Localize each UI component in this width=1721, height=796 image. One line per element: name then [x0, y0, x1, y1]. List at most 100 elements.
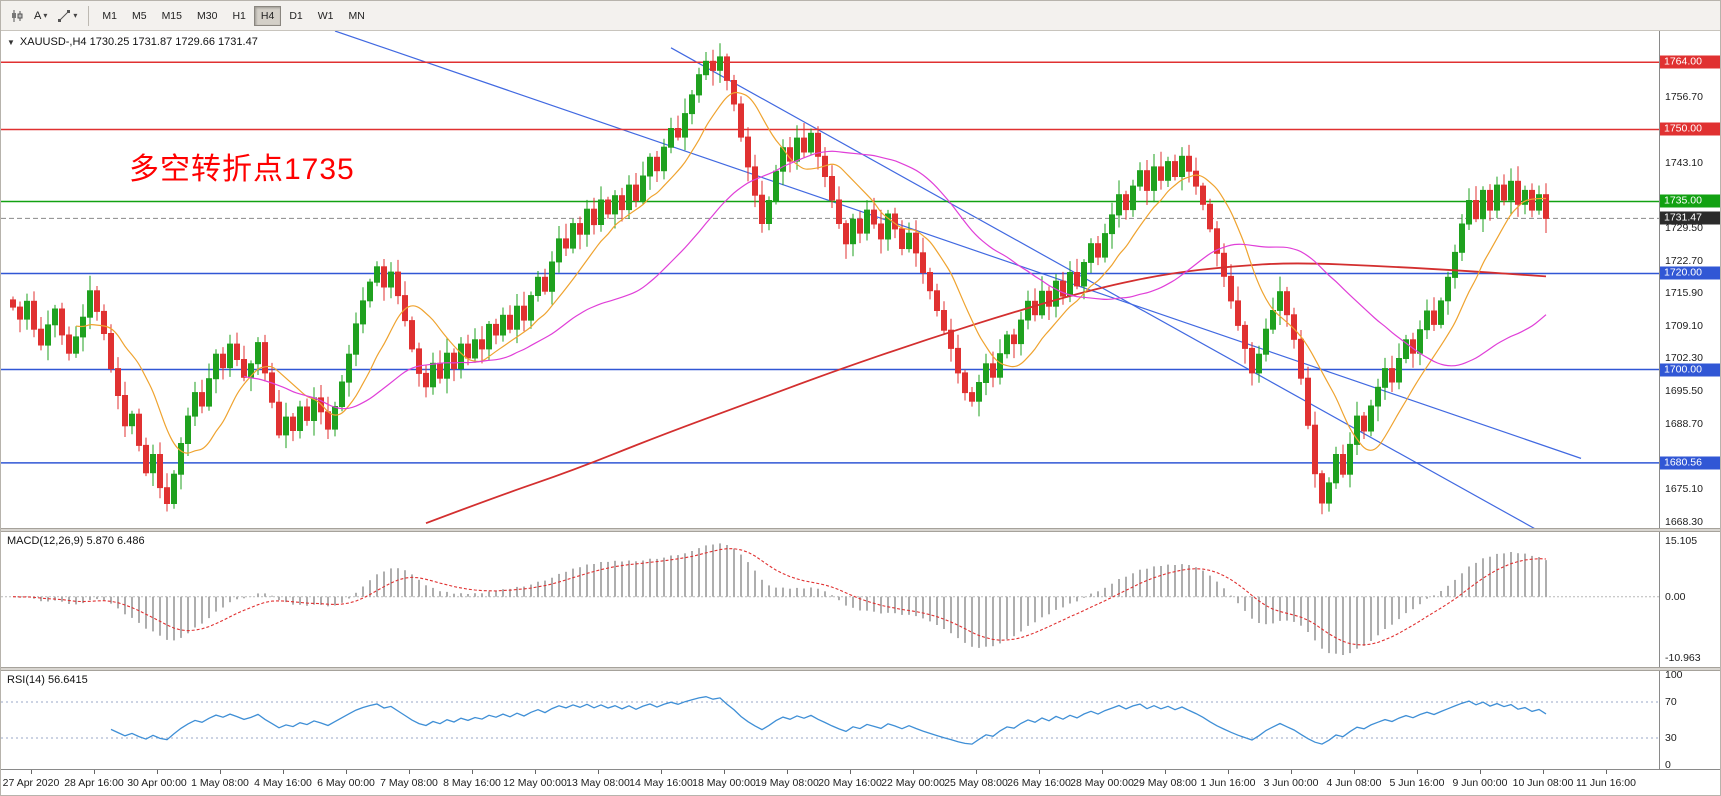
rsi-scale-label: 0 [1665, 759, 1671, 769]
price-tick-label: 1743.10 [1665, 156, 1703, 169]
timeframe-button-h4[interactable]: H4 [253, 5, 282, 26]
time-tick [535, 770, 536, 774]
time-tick [1354, 770, 1355, 774]
price-level-badge: 1764.00 [1660, 55, 1720, 69]
time-tick [1417, 770, 1418, 774]
price-level-badge: 1700.00 [1660, 363, 1720, 377]
macd-scale-zero: 0.00 [1665, 590, 1686, 603]
timeframe-button-m1[interactable]: M1 [95, 6, 124, 26]
time-tick [220, 770, 221, 774]
panel-splitter[interactable] [1, 667, 1720, 671]
time-tick [472, 770, 473, 774]
chevron-down-icon: ▾ [43, 10, 48, 20]
time-axis[interactable]: 27 Apr 2020 28 Apr 16:00 30 Apr 00:00 1 May… [1, 769, 1720, 795]
timeframe-group: M1 M5 M15 M30 H1 H4 D1 W1 MN [95, 5, 372, 26]
rsi-label: RSI(14) 56.6415 [7, 674, 88, 686]
time-axis-label: 25 May 08:00 [944, 777, 1008, 789]
time-axis-label: 18 May 00:00 [692, 777, 756, 789]
time-tick [1606, 770, 1607, 774]
ohlc-readout: ▼ XAUUSD-,H4 1730.25 1731.87 1729.66 173… [7, 36, 258, 48]
time-axis-label: 29 May 08:00 [1133, 777, 1197, 789]
collapse-arrow-icon[interactable]: ▼ [7, 37, 15, 47]
time-tick [283, 770, 284, 774]
time-tick [1102, 770, 1103, 774]
trendline-icon [57, 9, 71, 23]
time-axis-label: 27 Apr 2020 [2, 777, 60, 789]
timeframe-button-d1[interactable]: D1 [282, 6, 309, 26]
symbol-ohlc-text: XAUUSD-,H4 1730.25 1731.87 1729.66 1731.… [19, 36, 258, 48]
time-axis-label: 22 May 00:00 [881, 777, 945, 789]
text-tool-button[interactable]: A ▾ [29, 5, 52, 27]
time-axis-label: 30 Apr 00:00 [127, 777, 187, 789]
time-tick [409, 770, 410, 774]
time-axis-label: 5 Jun 16:00 [1389, 777, 1445, 789]
price-level-badge: 1720.00 [1660, 266, 1720, 280]
rsi-scale[interactable]: 100 70 30 0 [1659, 671, 1720, 769]
price-level-badge: 1750.00 [1660, 122, 1720, 136]
rsi-scale-label: 100 [1665, 671, 1683, 681]
chart-annotation: 多空转折点1735 [129, 153, 355, 186]
timeframe-button-h1[interactable]: H1 [225, 6, 252, 26]
price-scale[interactable]: 1756.70 1743.10 1729.50 1722.70 1715.90 1709.… [1659, 31, 1720, 528]
price-level-badge: 1680.56 [1660, 456, 1720, 470]
rsi-scale-label: 70 [1665, 696, 1677, 708]
timeframe-button-w1[interactable]: W1 [311, 6, 341, 26]
time-tick [787, 770, 788, 774]
time-axis-label: 11 Jun 16:00 [1576, 777, 1636, 789]
time-tick [31, 770, 32, 774]
time-axis-label: 26 May 16:00 [1007, 777, 1071, 789]
time-axis-label: 6 May 00:00 [317, 777, 375, 789]
price-tick-label: 1709.10 [1665, 319, 1703, 332]
time-tick [598, 770, 599, 774]
time-axis-label: 4 Jun 08:00 [1326, 777, 1382, 789]
timeframe-button-m15[interactable]: M15 [155, 6, 189, 26]
time-tick [1228, 770, 1229, 774]
time-axis-label: 9 Jun 00:00 [1452, 777, 1508, 789]
timeframe-button-mn[interactable]: MN [342, 6, 372, 26]
macd-canvas[interactable] [1, 532, 1659, 667]
time-axis-label: 12 May 00:00 [503, 777, 567, 789]
timeframe-button-m30[interactable]: M30 [190, 6, 224, 26]
line-studies-button[interactable]: ▾ [52, 5, 82, 27]
time-tick [976, 770, 977, 774]
time-axis-label: 8 May 16:00 [443, 777, 501, 789]
time-tick [346, 770, 347, 774]
current-price-badge: 1731.47 [1660, 211, 1720, 225]
chart-tool-button[interactable] [5, 5, 29, 27]
time-tick [1543, 770, 1544, 774]
time-tick [94, 770, 95, 774]
time-axis-label: 14 May 16:00 [629, 777, 693, 789]
price-tick-label: 1688.70 [1665, 417, 1703, 430]
main-chart-canvas[interactable] [1, 31, 1659, 528]
price-level-badge: 1735.00 [1660, 194, 1720, 208]
price-tick-label: 1675.10 [1665, 483, 1703, 496]
time-axis-label: 13 May 08:00 [566, 777, 630, 789]
time-tick [1480, 770, 1481, 774]
time-tick [850, 770, 851, 774]
time-tick [1039, 770, 1040, 774]
macd-scale[interactable]: 15.105 0.00 -10.963 [1659, 532, 1720, 667]
time-tick [913, 770, 914, 774]
price-tick-label: 1722.70 [1665, 254, 1703, 267]
macd-scale-min: -10.963 [1665, 652, 1701, 664]
time-tick [157, 770, 158, 774]
price-tick-label: 1702.30 [1665, 352, 1703, 365]
time-axis-label: 4 May 16:00 [254, 777, 312, 789]
time-axis-label: 28 Apr 16:00 [64, 777, 124, 789]
price-tick-label: 1668.30 [1665, 515, 1703, 528]
rsi-canvas[interactable] [1, 671, 1659, 769]
chevron-down-icon: ▾ [73, 10, 78, 20]
time-axis-label: 28 May 00:00 [1070, 777, 1134, 789]
price-tick-label: 1695.50 [1665, 385, 1703, 398]
time-tick [1165, 770, 1166, 774]
time-axis-label: 1 Jun 16:00 [1200, 777, 1256, 789]
macd-scale-max: 15.105 [1665, 535, 1698, 547]
timeframe-button-m5[interactable]: M5 [125, 6, 154, 26]
toolbar-separator [88, 5, 90, 26]
candlestick-chart-icon [10, 9, 24, 23]
price-tick-label: 1715.90 [1665, 287, 1703, 300]
toolbar: A ▾ ▾ M1 M5 M15 M30 H1 H4 D1 W1 MN [1, 1, 1720, 31]
panel-splitter[interactable] [1, 528, 1720, 532]
time-tick [1291, 770, 1292, 774]
